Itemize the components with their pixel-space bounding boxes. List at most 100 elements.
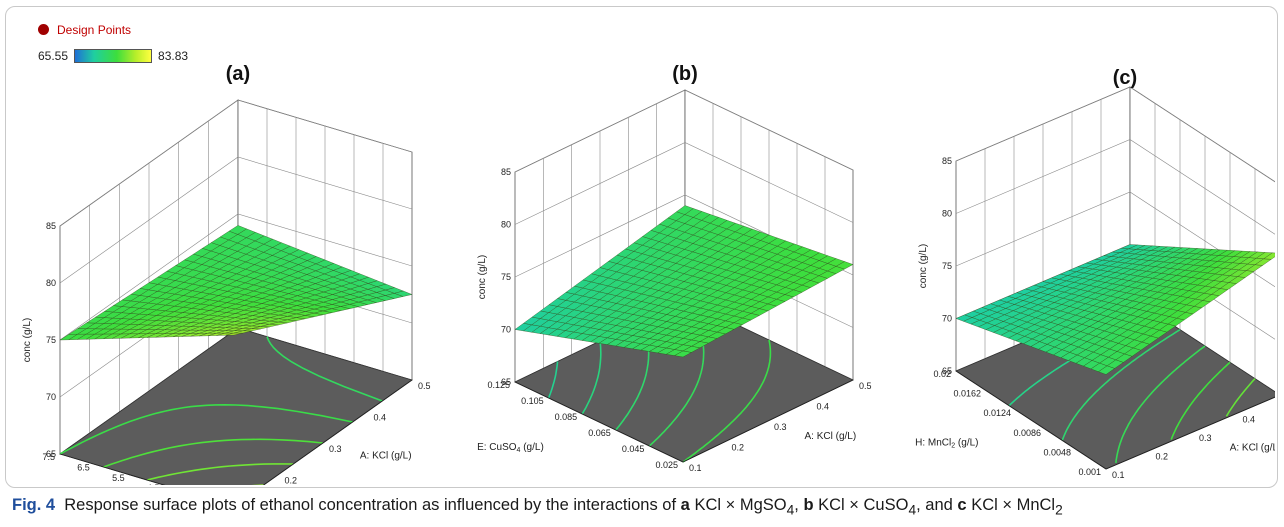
z-axis-label: conc (g/L) [22, 318, 33, 362]
z-tick-label: 85 [942, 156, 952, 166]
z-gridline [955, 139, 1275, 238]
floor-contour-line [1115, 345, 1206, 463]
x-tick-label: 0.3 [774, 422, 787, 432]
x-axis-line [1105, 394, 1275, 470]
z-tick-label: 75 [46, 335, 56, 345]
y-axis-line [955, 370, 1107, 470]
floor-contour-line [1170, 361, 1231, 440]
panel-label: (b) [672, 63, 698, 85]
z-tick-label: 80 [501, 220, 511, 230]
z-tick-label: 75 [501, 272, 511, 282]
floor-contour-line [266, 336, 383, 402]
z-gridline [59, 156, 413, 284]
y-axis-label: H: MnCl2 (g/L) [915, 437, 978, 449]
y-tick-label: 0.085 [555, 412, 578, 422]
design-points-label: Design Points [57, 22, 132, 37]
color-scale-max: 83.83 [158, 48, 189, 63]
y-tick-label: 0.0124 [983, 408, 1011, 418]
floor-contour-line [190, 484, 264, 485]
floor-contour-line [581, 340, 602, 415]
floor-contour-line [59, 403, 353, 455]
y-axis-line [59, 453, 235, 485]
caption-a: a [680, 496, 690, 514]
surface-cell [393, 290, 413, 297]
z-tick-label: 65 [942, 366, 952, 376]
caption-text: Response surface plots of ethanol concen… [64, 496, 677, 514]
color-scale: 65.55 83.83 [38, 48, 188, 63]
z-tick-label: 70 [501, 325, 511, 335]
y-tick-label: 5.5 [112, 473, 125, 483]
x-axis-line [682, 379, 854, 463]
x-tick-label: 0.2 [1156, 452, 1169, 462]
caption-a-text: KCl × MgSO [694, 496, 787, 514]
y-tick-label: 0.105 [521, 396, 544, 406]
caption-c: c [957, 496, 967, 514]
floor-contour-line [103, 438, 324, 468]
color-scale-min: 65.55 [38, 48, 69, 63]
z-gridline [955, 86, 1275, 186]
x-tick-label: 0.1 [1112, 470, 1125, 480]
panel-label: (a) [226, 63, 250, 85]
y-tick-label: 6.5 [77, 462, 90, 472]
y-tick-label: 0.065 [588, 428, 611, 438]
x-axis-line [233, 379, 413, 485]
x-tick-label: 0.5 [859, 381, 872, 391]
figure-caption: Fig. 4 Response surface plots of ethanol… [12, 496, 1063, 518]
color-gradient-bar [74, 48, 153, 63]
x-tick-label: 0.3 [329, 444, 342, 454]
surface-cell [835, 261, 854, 270]
y-tick-label: 0.045 [622, 444, 645, 454]
y-tick-label: 0.0048 [1043, 447, 1071, 457]
z-tick-label: 65 [501, 377, 511, 387]
y-tick-label: 0.0086 [1013, 428, 1041, 438]
y-tick-label: 0.0162 [953, 389, 981, 399]
y-tick-label: 0.125 [487, 380, 510, 390]
design-points-legend: Design Points [38, 22, 131, 37]
z-tick-label: 65 [46, 449, 56, 459]
x-tick-label: 0.4 [374, 413, 387, 423]
z-tick-label: 80 [46, 278, 56, 288]
response-surface [59, 225, 413, 341]
floor-contour-line [1225, 378, 1256, 417]
x-tick-label: 0.3 [1199, 433, 1212, 443]
floor-contour-line [547, 361, 559, 399]
x-tick-label: 0.2 [285, 476, 298, 486]
panel-label: (c) [1113, 67, 1137, 89]
caption-b: b [803, 496, 814, 514]
z-tick-label: 85 [46, 221, 56, 231]
z-tick-label: 75 [942, 261, 952, 271]
caption-b-sub: 4 [908, 502, 917, 518]
x-tick-label: 0.1 [689, 463, 702, 473]
y-tick-label: 0.025 [655, 460, 678, 470]
response-surface [514, 205, 854, 358]
y-tick-label: 0.001 [1078, 467, 1101, 477]
z-gridline [59, 213, 413, 341]
x-tick-label: 0.4 [1243, 415, 1256, 425]
floor-contour-line [146, 463, 294, 481]
z-tick-label: 80 [942, 209, 952, 219]
caption-a-sub: 4 [786, 502, 795, 518]
caption-c-text: KCl × MnCl [971, 496, 1056, 514]
design-point-marker-icon [38, 24, 49, 36]
y-axis-line [514, 381, 684, 463]
z-tick-label: 70 [942, 314, 952, 324]
z-tick-label: 85 [501, 167, 511, 177]
x-tick-label: 0.2 [732, 443, 745, 453]
x-axis-label: A: KCl (g/L) [360, 451, 412, 462]
x-tick-label: 0.5 [418, 381, 431, 391]
surface-panel-b: 65 70 75 80 85 0.1 0.2 0.3 0.4 0.5 A: KCl (g/L) 0.0… [477, 63, 872, 473]
x-axis-label: A: KCl (g/L) [805, 431, 857, 442]
x-axis-label: A: KCl (g/L) [1230, 442, 1282, 453]
z-tick-label: 70 [46, 392, 56, 402]
floor-contour-line [1061, 329, 1181, 441]
caption-b-text: KCl × CuSO [818, 496, 909, 514]
z-gridline [59, 99, 413, 227]
surface-cell [1263, 252, 1275, 260]
caption-c-sub: 2 [1055, 502, 1063, 518]
z-gridline [514, 142, 854, 225]
z-axis-label: conc (g/L) [918, 244, 929, 288]
